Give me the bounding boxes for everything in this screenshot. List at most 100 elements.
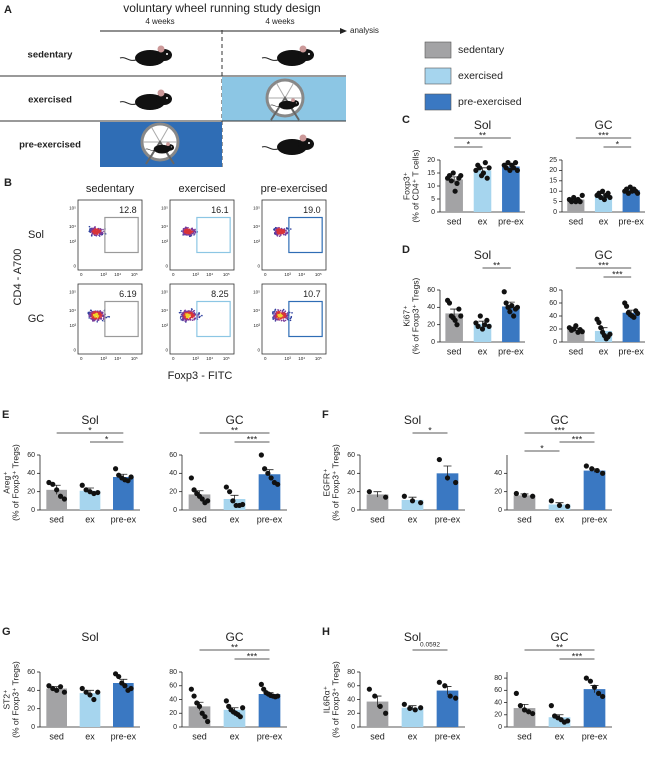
event-dot	[289, 319, 292, 322]
significance-label: **	[493, 260, 501, 270]
event-dot	[100, 229, 103, 231]
event-dot	[275, 310, 277, 313]
event-dot	[97, 317, 100, 320]
flow-tick-label: 10³	[284, 356, 291, 361]
y-tick-label: 5	[553, 198, 557, 205]
data-point	[122, 683, 128, 689]
mouse-eye	[308, 53, 310, 55]
period-label: 4 weeks	[265, 17, 294, 26]
y-tick-label: 40	[494, 699, 502, 706]
data-point	[482, 160, 488, 166]
data-point	[480, 170, 487, 176]
data-point	[517, 703, 524, 709]
event-dot	[273, 315, 276, 317]
data-point	[223, 484, 229, 490]
event-dot	[98, 227, 100, 230]
event-dot	[92, 318, 94, 321]
significance-label: *	[616, 139, 620, 149]
gate	[104, 300, 139, 338]
event-dot	[192, 316, 194, 319]
event-dot	[274, 226, 277, 229]
group-label: pre-exercised	[19, 140, 81, 151]
event-dot	[187, 227, 189, 229]
event-dot	[99, 310, 101, 312]
data-point	[595, 690, 602, 696]
y-tick-label: 20	[494, 489, 502, 496]
event-dot	[99, 233, 102, 236]
data-point	[521, 707, 528, 713]
data-point	[79, 482, 85, 488]
data-point	[479, 326, 486, 332]
y-tick-label: 0	[173, 724, 177, 731]
event-dot	[101, 319, 104, 322]
data-point	[202, 714, 208, 720]
x-tick-label: pre-ex	[111, 731, 137, 741]
flow-tick-label: 10³	[100, 272, 107, 277]
data-point	[79, 685, 85, 692]
x-tick-label: pre-ex	[618, 216, 644, 226]
panel-letter: D	[402, 244, 410, 256]
data-point	[383, 710, 389, 716]
significance-label: *	[428, 425, 432, 435]
event-dot	[278, 235, 281, 238]
event-dot	[96, 316, 99, 319]
event-dot	[189, 231, 191, 234]
subplot-title: Sol	[404, 413, 421, 427]
legend-label: pre-exercised	[458, 96, 522, 108]
event-dot	[182, 231, 184, 234]
mouse-icon	[119, 89, 172, 110]
flow-tick-label: 10³	[161, 323, 168, 328]
data-point	[568, 199, 575, 205]
data-point	[50, 685, 56, 692]
data-point	[458, 313, 464, 319]
data-point	[57, 684, 64, 690]
event-dot	[96, 319, 99, 321]
x-tick-label: sed	[192, 731, 207, 741]
event-dot	[275, 318, 278, 320]
data-point	[196, 703, 203, 709]
data-point	[46, 479, 52, 486]
subplot-title: GC	[595, 248, 613, 262]
flow-tick-label: 10⁵	[69, 290, 76, 295]
y-axis-label: (% of Foxp3⁺ Tregs)	[10, 661, 20, 738]
flow-tick-label: 10⁵	[223, 356, 230, 361]
x-tick-label: pre-ex	[498, 216, 524, 226]
legend-swatch	[424, 41, 452, 59]
event-dot	[179, 317, 182, 319]
mouse-icon	[261, 45, 314, 66]
event-dot	[91, 227, 93, 230]
event-dot	[281, 312, 284, 315]
event-dot	[286, 227, 288, 229]
x-tick-label: sed	[447, 346, 462, 356]
data-point	[511, 165, 517, 171]
x-tick-label: ex	[85, 731, 95, 741]
panel-letter: E	[2, 409, 9, 421]
data-point	[61, 496, 68, 502]
mouse-ear	[299, 45, 307, 53]
data-point	[366, 686, 372, 692]
x-tick-label: sed	[569, 346, 584, 356]
data-point	[188, 686, 194, 692]
event-dot	[99, 232, 102, 234]
event-dot	[90, 228, 93, 231]
gate-percent: 12.8	[119, 205, 137, 215]
event-dot	[178, 311, 181, 314]
event-dot	[274, 312, 277, 315]
subplot-title: Sol	[404, 630, 421, 644]
flow-tick-label: 0	[172, 272, 175, 277]
data-point	[509, 303, 515, 309]
data-point	[600, 470, 606, 476]
event-dot	[284, 319, 287, 322]
event-dot	[190, 308, 193, 310]
y-tick-label: 60	[347, 683, 355, 690]
gate	[288, 300, 323, 338]
y-tick-label: 80	[494, 675, 502, 682]
bar	[436, 473, 459, 510]
data-point	[589, 466, 595, 472]
y-tick-label: 20	[427, 322, 435, 329]
data-point	[83, 689, 89, 695]
event-dot	[280, 227, 283, 230]
event-dot	[184, 233, 187, 235]
event-dot	[187, 231, 189, 234]
subplot-title: Sol	[81, 630, 98, 644]
